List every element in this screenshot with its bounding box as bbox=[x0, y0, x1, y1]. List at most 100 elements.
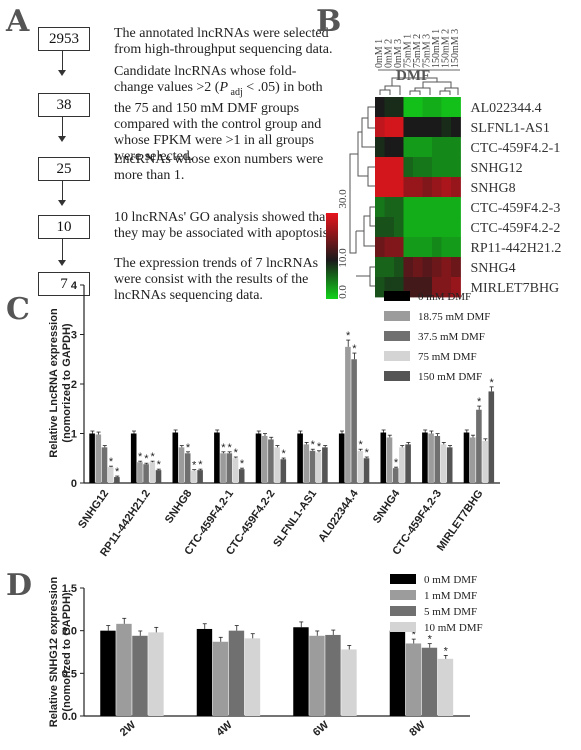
bar bbox=[297, 433, 303, 483]
dmf-group-label: DMF bbox=[396, 68, 430, 84]
bar bbox=[268, 439, 274, 483]
heatmap-cell bbox=[394, 177, 404, 198]
bar bbox=[476, 409, 482, 483]
heatmap-column-label: 75mM 2 bbox=[412, 34, 423, 68]
significance-star: * bbox=[365, 447, 370, 459]
flow-text-1: The annotated lncRNAs were selected from… bbox=[114, 26, 333, 57]
heatmap-row-label: CTC-459F4.2-2 bbox=[471, 221, 561, 236]
significance-star: * bbox=[311, 439, 316, 451]
heatmap-cell bbox=[394, 117, 404, 138]
heatmap-cell bbox=[384, 137, 395, 158]
heatmap-cell bbox=[375, 117, 385, 138]
chart-c-significance: *** * **** ** * **** ******** bbox=[109, 330, 495, 478]
bar bbox=[392, 468, 399, 483]
bar bbox=[116, 623, 132, 716]
legend-swatch bbox=[390, 574, 416, 584]
heatmap-cell bbox=[384, 217, 395, 238]
legend-label: 10 mM DMF bbox=[424, 622, 483, 634]
heatmap-cell bbox=[413, 117, 423, 138]
scale-tick-10: 10.0 bbox=[337, 248, 349, 268]
heatmap-cell bbox=[441, 277, 452, 298]
bar bbox=[437, 658, 454, 716]
heatmap-cell bbox=[394, 237, 404, 258]
significance-star: * bbox=[444, 645, 449, 657]
flow-arrow-head-1 bbox=[58, 70, 66, 76]
heatmap-cell bbox=[384, 97, 395, 118]
x-tick-label: 6W bbox=[311, 719, 332, 739]
heatmap-cell bbox=[375, 97, 385, 118]
heatmap-cell bbox=[403, 217, 414, 238]
bar bbox=[214, 432, 220, 483]
heatmap-cell bbox=[451, 97, 461, 118]
heatmap-cell bbox=[384, 157, 395, 178]
bar bbox=[280, 459, 287, 483]
x-tick-label: SLFNL1-AS1 bbox=[271, 488, 319, 549]
bar bbox=[463, 432, 470, 483]
y-tick-label: 4 bbox=[71, 280, 78, 292]
heatmap-cell bbox=[451, 157, 461, 178]
bar bbox=[303, 444, 310, 483]
significance-star: * bbox=[477, 396, 482, 408]
bar bbox=[114, 477, 120, 483]
chart-d-ylabel-2: (nomorized to GAPDH) bbox=[61, 592, 73, 711]
heatmap-cell bbox=[451, 257, 461, 278]
chart-d-significance: * * * bbox=[412, 629, 449, 657]
x-tick-label: 2W bbox=[118, 719, 139, 739]
bar bbox=[149, 462, 156, 483]
heatmap-row-label: AL022344.4 bbox=[471, 101, 542, 116]
significance-star: * bbox=[186, 442, 191, 454]
significance-star: * bbox=[394, 457, 399, 469]
heatmap-cell bbox=[403, 157, 414, 178]
flow-arrow-2 bbox=[62, 117, 63, 137]
bar bbox=[482, 440, 488, 483]
bar bbox=[155, 470, 162, 483]
y-tick-label: 1 bbox=[71, 429, 77, 441]
legend-swatch bbox=[384, 331, 410, 341]
bar bbox=[488, 391, 495, 483]
bar bbox=[220, 453, 226, 483]
significance-star: * bbox=[227, 442, 232, 454]
heatmap-cell bbox=[413, 177, 423, 198]
panel-label-b: B bbox=[316, 4, 342, 39]
heatmap-cell bbox=[432, 117, 442, 138]
significance-star: * bbox=[144, 453, 149, 465]
bar bbox=[309, 635, 325, 716]
y-tick-label: 0 bbox=[71, 478, 77, 490]
legend-swatch bbox=[384, 351, 410, 361]
bar bbox=[184, 453, 191, 483]
x-tick-label: 4W bbox=[214, 719, 235, 739]
heatmap-row-label: SLFNL1-AS1 bbox=[471, 121, 550, 136]
heatmap-cell bbox=[375, 237, 385, 258]
bar bbox=[345, 346, 351, 483]
heatmap-cell bbox=[422, 257, 433, 278]
flow-arrow-head-2 bbox=[58, 136, 66, 142]
bar bbox=[197, 470, 203, 483]
heatmap-column-label: 75mM 1 bbox=[403, 34, 414, 68]
panel-label-c: C bbox=[6, 292, 30, 327]
chart-c-bars bbox=[89, 339, 495, 483]
heatmap-cell bbox=[441, 157, 452, 178]
heatmap-cell bbox=[375, 137, 385, 158]
heatmap-cell bbox=[451, 277, 461, 298]
heatmap-row-dendrogram bbox=[349, 106, 375, 287]
legend-swatch bbox=[384, 291, 410, 301]
heatmap-row-label: SNHG4 bbox=[471, 261, 516, 276]
legend-label: 0 mM DMF bbox=[424, 574, 477, 586]
x-tick-label: SNHG12 bbox=[76, 488, 111, 531]
heatmap-row-label: MIRLET7BHG bbox=[471, 281, 560, 296]
flow-arrow-head-4 bbox=[58, 260, 66, 266]
significance-star: * bbox=[352, 343, 357, 355]
bar bbox=[196, 628, 213, 716]
legend-swatch bbox=[384, 311, 410, 321]
heatmap-row-label: SNHG12 bbox=[471, 161, 523, 176]
heatmap-row-label: CTC-459F4.2-1 bbox=[471, 141, 561, 156]
legend-swatch bbox=[390, 590, 416, 600]
heatmap-cell bbox=[403, 237, 414, 258]
heatmap-cell bbox=[432, 157, 442, 178]
heatmap-column-label: 150mM 3 bbox=[450, 29, 461, 68]
heatmap-cell bbox=[394, 197, 404, 218]
flow-arrow-4 bbox=[62, 239, 63, 261]
bar bbox=[274, 447, 280, 483]
